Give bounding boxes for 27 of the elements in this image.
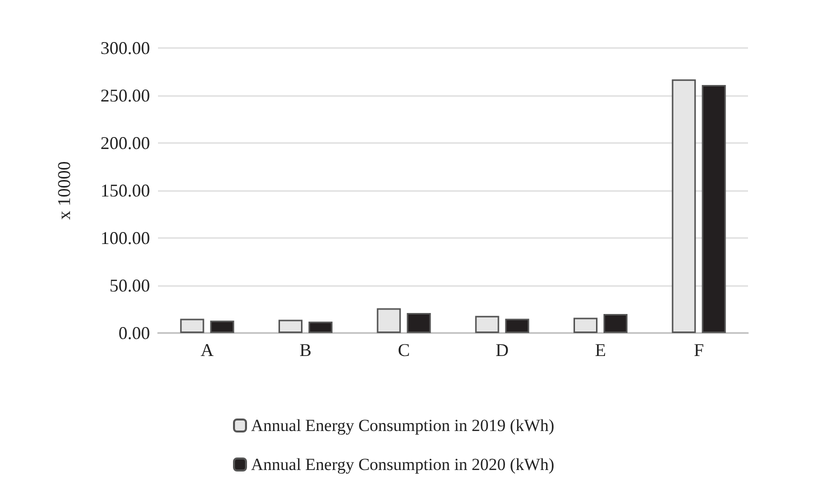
- y-tick-label: 50.00: [110, 276, 150, 296]
- x-tick-label: F: [694, 340, 704, 360]
- bar: [475, 316, 500, 333]
- y-tick-label: 150.00: [100, 180, 150, 200]
- bar: [210, 320, 234, 333]
- bar: [505, 318, 530, 333]
- y-tick-label: 0.00: [118, 323, 150, 343]
- bar: [406, 313, 431, 333]
- bar: [180, 318, 204, 333]
- y-tick-label: 200.00: [100, 133, 150, 153]
- y-tick-label: 300.00: [100, 38, 150, 58]
- legend-label: Annual Energy Consumption in 2020 (kWh): [251, 455, 554, 474]
- x-tick-label: A: [200, 340, 214, 360]
- bar: [308, 322, 332, 333]
- y-tick-label: 250.00: [100, 86, 150, 106]
- bar: [376, 308, 401, 333]
- bar: [604, 314, 628, 333]
- y-axis-title: x 10000: [54, 161, 74, 220]
- x-tick-label: D: [496, 340, 509, 360]
- bar: [702, 85, 726, 333]
- legend-label: Annual Energy Consumption in 2019 (kWh): [251, 416, 554, 435]
- bar: [278, 320, 302, 333]
- bar: [574, 318, 598, 333]
- x-tick-label: B: [299, 340, 312, 360]
- x-tick-label: E: [595, 340, 606, 360]
- y-tick-label: 100.00: [100, 228, 150, 248]
- x-tick-label: C: [398, 340, 410, 360]
